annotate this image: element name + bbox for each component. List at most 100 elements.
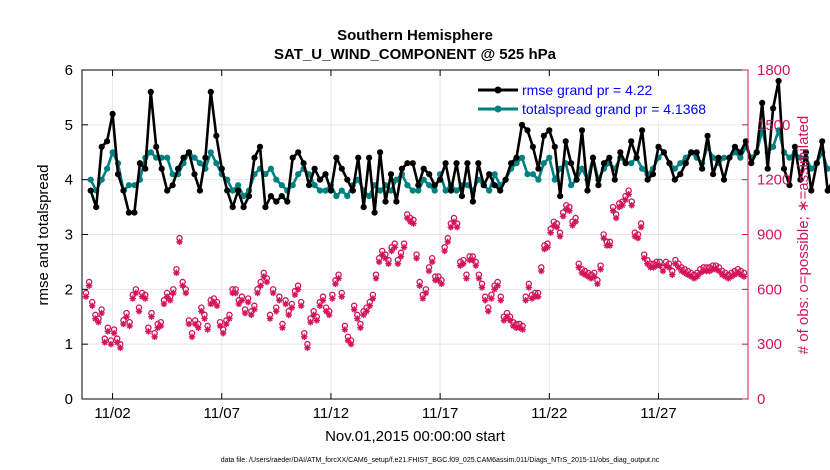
rmse-point [262,204,269,211]
rmse-point [780,165,788,172]
totalspread-point [737,154,744,161]
obs-assimilated-point [338,293,345,300]
obs-assimilated-point [397,253,405,260]
obs-assimilated-point [609,207,617,214]
obs-assimilated-point [385,260,392,267]
legend-box [474,78,738,121]
totalspread-point [677,160,684,167]
obs-assimilated-point [220,330,227,337]
legend-rmse-line-sample [478,86,518,94]
y2-tick-label: 900 [757,227,782,244]
obs-assimilated-point [625,191,632,198]
totalspread-point [551,176,558,183]
rmse-point [278,193,285,200]
obs-assimilated-point [394,260,402,267]
rmse-point [775,77,782,85]
obs-assimilated-point [232,289,239,297]
rmse-point [655,143,662,150]
x-tick-label: 11/07 [204,405,240,422]
obs-assimilated-point [606,242,614,249]
obs-assimilated-point [597,266,604,273]
totalspread-point [486,187,493,194]
obs-assimilated-point [126,322,133,330]
legend-spread-line-sample [478,105,518,113]
obs-assimilated-point [366,302,373,309]
obs-assimilated-point [375,258,383,266]
rmse-point [355,154,362,161]
rmse-point [142,165,149,172]
obs-assimilated-point [354,315,361,322]
obs-assimilated-point [176,238,183,246]
y2-tick-label: 1200 [757,172,790,189]
obs-assimilated-point [556,233,564,240]
obs-assimilated-point [113,339,121,346]
rmse-point [316,176,324,183]
obs-assimilated-point [266,315,274,322]
totalspread-point [578,165,586,172]
rmse-point [464,160,471,167]
rmse-point [502,176,509,183]
obs-assimilated-point [276,297,283,304]
obs-assimilated-point [294,286,302,293]
obs-assimilated-point [347,340,355,348]
obs-assimilated-point [444,238,451,246]
obs-assimilated-point [132,289,140,297]
rmse-point [218,165,225,172]
obs-assimilated-point [269,289,277,297]
rmse-point [666,160,673,167]
totalspread-point [295,171,302,178]
obs-assimilated-point [488,295,495,302]
rmse-point [322,171,329,178]
rmse-point [120,187,127,194]
rmse-point [584,187,591,194]
obs-assimilated-point [559,213,567,220]
obs-assimilated-point [123,313,130,320]
obs-assimilated-point [628,202,635,209]
totalspread-point [125,182,132,189]
rmse-point [513,154,520,161]
rmse-point [469,198,476,205]
totalspread-point [377,187,384,194]
totalspread-point [529,171,537,178]
rmse-point [114,171,122,178]
obs-assimilated-point [142,295,149,302]
totalspread-point [518,154,526,161]
rmse-point [622,160,629,167]
rmse-point [437,176,444,183]
rmse-point [802,149,810,156]
obs-assimilated-point [129,295,136,302]
obs-assimilated-point [110,330,118,337]
totalspread-point [540,160,547,167]
obs-assimilated-point [485,308,492,315]
totalspread-point [240,193,247,200]
rmse-point [377,149,384,156]
rmse-point [213,132,220,139]
obs-assimilated-point [304,344,311,352]
rmse-point [551,143,558,150]
obs-assimilated-point [95,319,102,326]
totalspread-point [409,187,416,194]
obs-assimilated-point [182,289,189,297]
totalspread-point [289,182,296,189]
rmse-point [677,171,684,178]
obs-assimilated-point [310,311,317,319]
y2-axis-label: # of obs: o=possible; ∗=assimilated [795,116,812,355]
rmse-point [791,143,799,150]
rmse-point [535,165,542,172]
rmse-point [453,160,460,167]
y-tick-label: 0 [65,391,73,408]
rmse-point [229,204,236,211]
obs-assimilated-point [419,295,426,302]
obs-assimilated-point [669,271,676,278]
y-tick-label: 6 [65,62,73,79]
rmse-point [327,187,334,194]
obs-assimilated-point [322,308,330,315]
rmse-point [387,171,395,178]
obs-assimilated-point [335,275,342,282]
rmse-point [98,143,105,150]
y-tick-label: 4 [65,172,73,189]
totalspread-point [797,154,804,161]
obs-assimilated-point [469,256,476,264]
obs-assimilated-point [157,322,165,330]
obs-assimilated-point [244,298,252,306]
